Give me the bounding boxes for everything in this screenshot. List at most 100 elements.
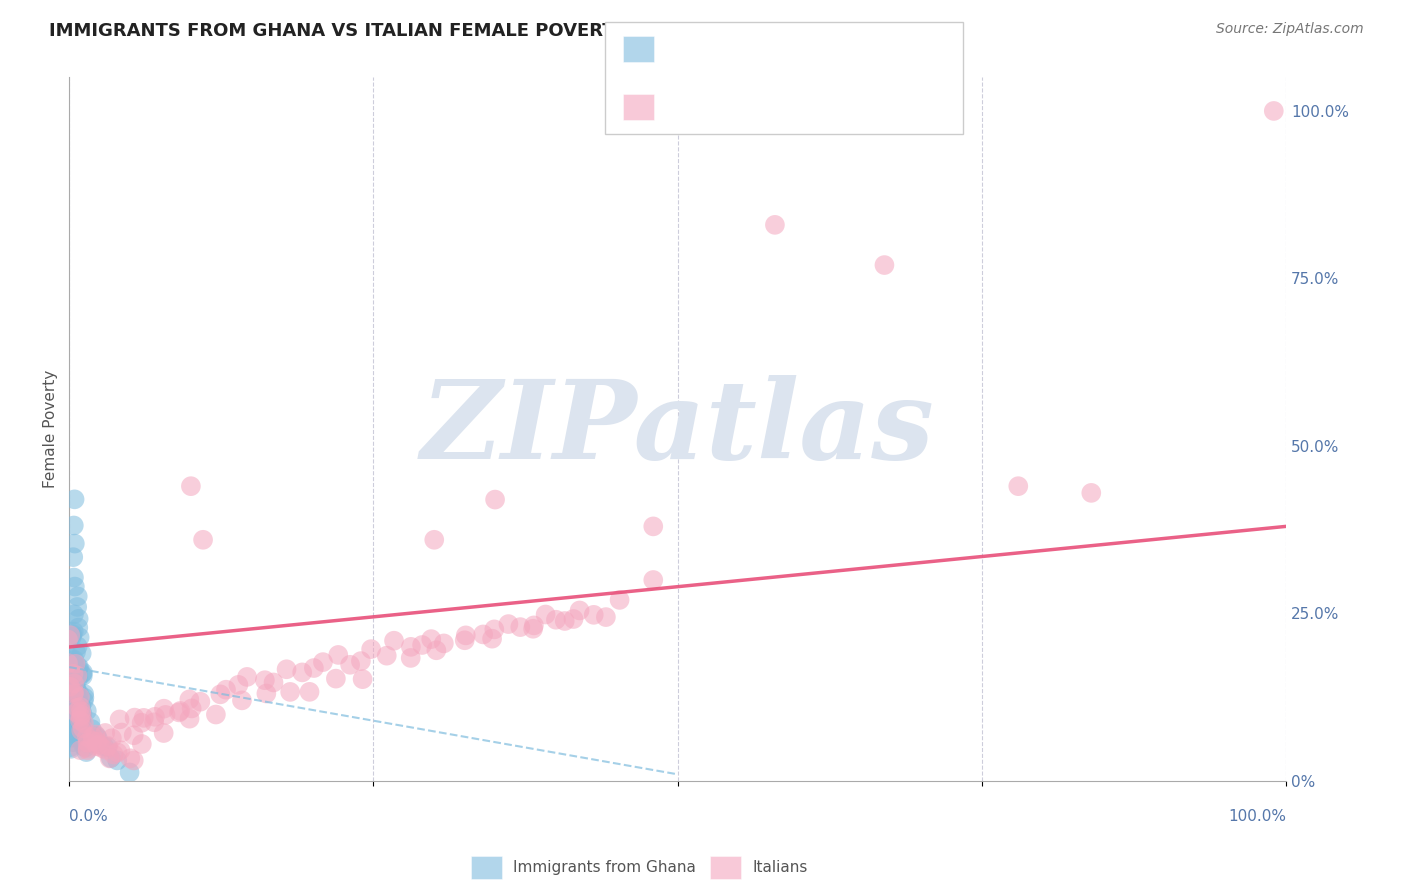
Point [484, 623, 506, 637]
Point [63, 570, 86, 584]
Point [70, 667, 93, 681]
Point [643, 573, 665, 587]
Point [481, 632, 503, 646]
Text: R =  0.393    N = 110: R = 0.393 N = 110 [665, 98, 844, 116]
Point [122, 754, 145, 768]
Point [1007, 479, 1029, 493]
Point [433, 636, 456, 650]
Point [67, 612, 90, 626]
Point [65, 703, 87, 717]
Point [65, 706, 87, 720]
Point [873, 258, 896, 272]
Point [298, 685, 321, 699]
Point [86, 739, 108, 754]
Point [62, 657, 84, 672]
Point [523, 618, 546, 632]
Point [179, 692, 201, 706]
Point [65, 681, 87, 696]
Point [63, 668, 86, 682]
Point [509, 620, 531, 634]
Point [66, 697, 89, 711]
Point [60, 630, 83, 644]
Point [62, 550, 84, 565]
Point [360, 642, 382, 657]
Point [65, 694, 87, 708]
Point [399, 651, 422, 665]
Point [276, 662, 298, 676]
Point [76, 730, 98, 744]
Point [100, 751, 122, 765]
Point [69, 700, 91, 714]
Point [122, 728, 145, 742]
Point [75, 745, 97, 759]
Point [76, 736, 98, 750]
Point [72, 721, 94, 735]
Point [59, 650, 82, 665]
Point [167, 706, 190, 720]
Point [63, 666, 86, 681]
Point [69, 631, 91, 645]
Point [62, 704, 84, 718]
Point [375, 648, 398, 663]
Point [152, 726, 174, 740]
Point [70, 698, 93, 713]
Point [562, 612, 585, 626]
Point [110, 743, 132, 757]
Point [84, 727, 107, 741]
Point [63, 676, 86, 690]
Point [63, 536, 86, 550]
Point [65, 706, 87, 720]
Point [111, 725, 134, 739]
Point [554, 614, 576, 628]
Point [73, 690, 96, 705]
Point [763, 218, 786, 232]
Point [67, 727, 90, 741]
Point [67, 660, 90, 674]
Point [70, 707, 93, 722]
Point [70, 734, 93, 748]
Point [228, 678, 250, 692]
Point [169, 704, 191, 718]
Point [155, 707, 177, 722]
Text: R = -0.152    N =  97: R = -0.152 N = 97 [665, 40, 838, 58]
Point [153, 701, 176, 715]
Point [328, 648, 350, 662]
Point [70, 647, 93, 661]
Point [350, 654, 373, 668]
Point [69, 690, 91, 704]
Point [101, 731, 124, 746]
Point [60, 680, 83, 694]
Point [96, 739, 118, 754]
Point [63, 691, 86, 706]
Point [65, 657, 87, 671]
Point [79, 714, 101, 729]
Point [399, 640, 422, 654]
Point [59, 740, 82, 755]
Point [76, 743, 98, 757]
Point [66, 700, 89, 714]
Point [72, 739, 94, 753]
Point [643, 519, 665, 533]
Point [423, 533, 446, 547]
Point [454, 628, 477, 642]
Point [94, 726, 117, 740]
Point [60, 727, 83, 741]
Point [67, 686, 90, 700]
Text: IMMIGRANTS FROM GHANA VS ITALIAN FEMALE POVERTY CORRELATION CHART: IMMIGRANTS FROM GHANA VS ITALIAN FEMALE … [49, 22, 849, 40]
Point [67, 695, 90, 709]
Point [105, 753, 128, 767]
Point [66, 706, 89, 720]
Point [312, 655, 335, 669]
Point [209, 687, 232, 701]
Point [69, 706, 91, 720]
Point [339, 657, 361, 672]
Point [69, 743, 91, 757]
Point [124, 710, 146, 724]
Point [131, 737, 153, 751]
Point [70, 704, 93, 718]
Point [107, 746, 129, 760]
Point [425, 643, 447, 657]
Point [59, 680, 82, 694]
Point [108, 713, 131, 727]
Point [65, 683, 87, 698]
